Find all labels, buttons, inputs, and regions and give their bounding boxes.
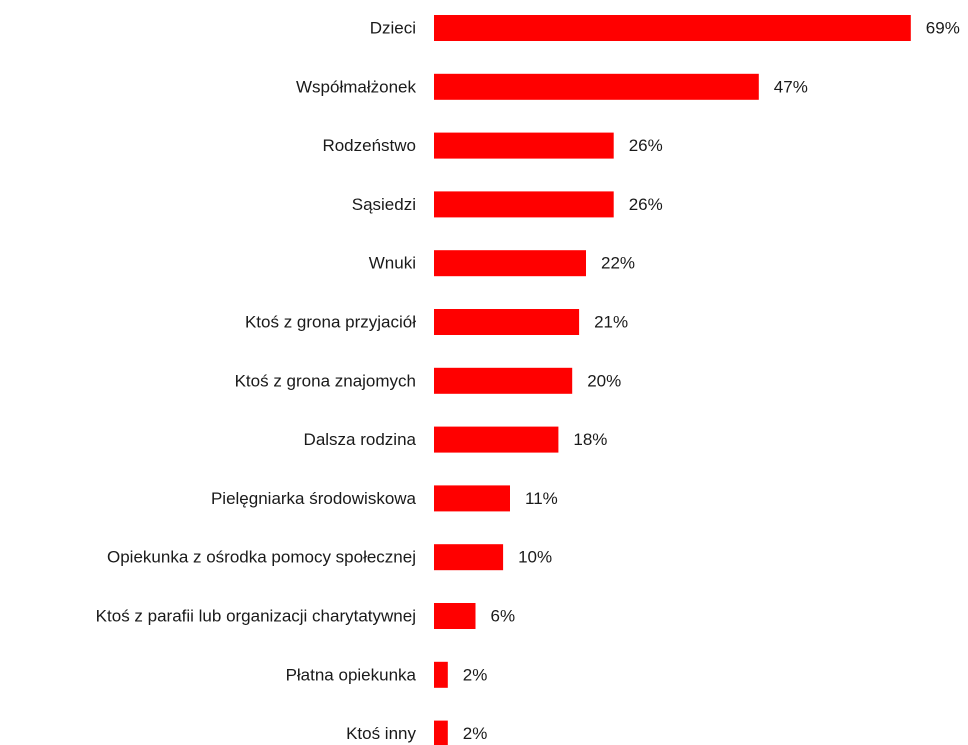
- bar-10: [434, 544, 504, 571]
- bar-7: [434, 367, 573, 394]
- value-label-2: 47%: [774, 77, 808, 96]
- value-label-4: 26%: [629, 195, 663, 214]
- category-label-6: Ktoś z grona przyjaciół: [245, 313, 416, 332]
- category-label-8: Dalsza rodzina: [304, 430, 417, 449]
- value-label-3: 26%: [629, 136, 663, 155]
- value-label-5: 22%: [601, 254, 635, 273]
- bar-5: [434, 250, 586, 277]
- bar-13: [434, 720, 448, 745]
- bar-11: [434, 603, 476, 629]
- category-label-3: Rodzeństwo: [322, 136, 416, 155]
- category-label-2: Współmałżonek: [296, 77, 416, 96]
- bars-layer: [434, 15, 911, 745]
- category-label-13: Ktoś inny: [346, 724, 416, 743]
- category-label-10: Opiekunka z ośrodka pomocy społecznej: [107, 548, 416, 567]
- bar-4: [434, 191, 614, 218]
- value-label-1: 69%: [926, 19, 960, 38]
- value-label-12: 2%: [463, 665, 488, 684]
- bar-9: [434, 485, 510, 512]
- bar-8: [434, 426, 559, 453]
- category-labels: Dzieci Współmałżonek Rodzeństwo Sąsiedzi Wnu…: [96, 19, 417, 744]
- bar-12: [434, 661, 448, 688]
- value-label-11: 6%: [491, 607, 516, 626]
- value-label-9: 11%: [525, 489, 558, 508]
- category-label-4: Sąsiedzi: [352, 195, 416, 214]
- category-label-1: Dzieci: [370, 19, 416, 38]
- value-label-13: 2%: [463, 724, 488, 743]
- value-label-10: 10%: [518, 548, 552, 567]
- category-label-12: Płatna opiekunka: [286, 665, 417, 684]
- bar-1: [434, 15, 911, 41]
- category-label-7: Ktoś z grona znajomych: [235, 371, 416, 390]
- bar-3: [434, 132, 614, 159]
- category-label-9: Pielęgniarka środowiskowa: [211, 489, 417, 508]
- bar-6: [434, 309, 580, 335]
- bar-2: [434, 73, 759, 100]
- category-label-5: Wnuki: [369, 254, 416, 273]
- value-label-8: 18%: [573, 430, 607, 449]
- value-labels: 69% 47% 26% 26% 22% 21% 20% 18% 11% 10% 6% 2% 2%: [463, 19, 960, 744]
- category-label-11: Ktoś z parafii lub organizacji charytaty…: [96, 607, 416, 626]
- value-label-7: 20%: [587, 371, 621, 390]
- value-label-6: 21%: [594, 313, 628, 332]
